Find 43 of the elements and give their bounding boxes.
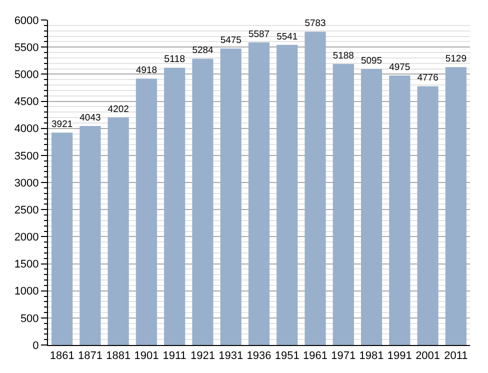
x-tick-label: 1961: [303, 350, 328, 362]
x-tick-label: 1861: [50, 350, 74, 362]
y-tick-label: 2500: [14, 204, 39, 216]
data-label: 5095: [360, 55, 382, 66]
data-label: 4043: [80, 112, 101, 124]
y-tick-label: 3000: [14, 177, 39, 190]
x-tick-label: 1921: [190, 350, 215, 362]
data-label: 3921: [52, 119, 73, 130]
x-tick-label: 1991: [387, 350, 412, 362]
data-label: 5475: [220, 34, 242, 46]
y-tick-label: 5500: [14, 42, 39, 54]
x-tick-label: 1881: [106, 350, 131, 362]
x-tick-label: 1951: [274, 350, 300, 362]
y-tick-label: 1500: [14, 258, 39, 271]
data-label: 5188: [332, 50, 354, 62]
data-label: 5783: [304, 18, 326, 30]
y-tick-label: 4500: [14, 96, 39, 108]
data-label: 5284: [192, 45, 214, 56]
data-label: 4202: [108, 104, 129, 115]
x-tick-label: 1911: [162, 350, 186, 362]
data-label: 4975: [389, 62, 410, 73]
x-tick-label: 1871: [78, 350, 102, 362]
y-tick-label: 2000: [14, 232, 39, 244]
y-tick-label: 5000: [14, 69, 39, 82]
y-tick-label: 4000: [14, 123, 39, 136]
x-tick-label: 2011: [444, 350, 468, 362]
x-tick-label: 1971: [331, 350, 356, 362]
y-tick-label: 6000: [14, 14, 39, 27]
data-label: 5129: [445, 54, 466, 65]
data-label: 5541: [276, 31, 298, 42]
x-tick-label: 1936: [246, 350, 272, 362]
data-label: 5118: [164, 54, 186, 66]
y-tick-label: 1000: [14, 286, 39, 298]
data-label: 4776: [417, 72, 438, 84]
x-tick-label: 1931: [218, 350, 244, 362]
data-label: 5587: [248, 28, 270, 40]
y-tick-label: 500: [20, 312, 39, 325]
x-tick-label: 1901: [134, 350, 159, 362]
x-tick-label: 2001: [416, 350, 440, 362]
y-tick-label: 3500: [14, 150, 39, 162]
data-label: 4918: [136, 65, 158, 76]
x-tick-label: 1981: [359, 350, 384, 362]
y-tick-label: 0: [32, 340, 39, 352]
